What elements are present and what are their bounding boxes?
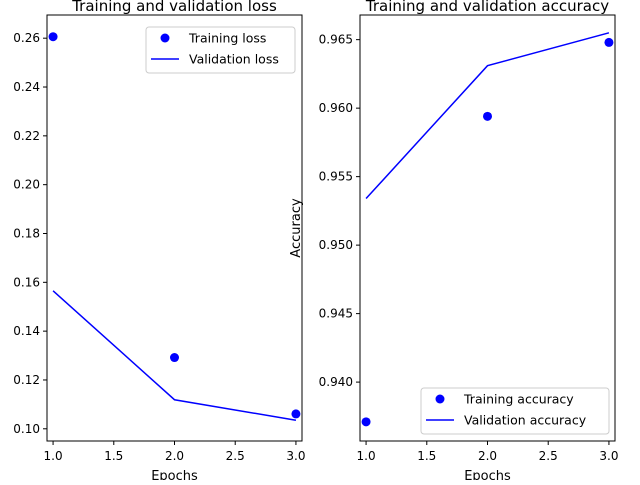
x-tick-label: 3.0: [599, 449, 618, 463]
y-tick-label: 0.24: [13, 80, 40, 94]
legend-point-swatch: [160, 33, 170, 43]
y-tick-label: 0.945: [319, 307, 353, 321]
y-tick-label: 0.18: [13, 226, 40, 240]
data-point: [361, 417, 371, 427]
series-line: [365, 32, 610, 200]
x-tick-label: 3.0: [286, 449, 305, 463]
y-tick-label: 0.26: [13, 31, 40, 45]
y-tick-label: 0.965: [319, 33, 353, 47]
legend-label: Training accuracy: [463, 392, 574, 407]
legend-box: [145, 26, 296, 74]
plot-frame: [359, 14, 616, 442]
data-point: [170, 353, 179, 363]
data-point: [48, 32, 58, 42]
y-tick-label: 0.14: [13, 324, 40, 338]
plot-frame: [46, 14, 303, 442]
y-tick-label: 0.950: [319, 238, 353, 252]
legend: Training loss Validation loss: [145, 26, 296, 74]
y-tick-label: 0.10: [13, 422, 40, 436]
x-tick-label: 1.0: [357, 449, 376, 463]
x-tick-label: 2.0: [478, 449, 497, 463]
data-point: [483, 111, 492, 121]
x-tick-label: 1.5: [104, 449, 123, 463]
data-point: [604, 37, 614, 47]
y-tick-label: 0.16: [13, 275, 40, 289]
y-axis-title: Accuracy: [289, 198, 304, 258]
legend-point-swatch: [435, 394, 445, 404]
y-tick-label: 0.940: [319, 375, 353, 389]
chart-2: Training and validation accuracy 1.0 1.5 2.…: [289, 0, 618, 484]
legend-box: [420, 387, 610, 435]
x-axis-title: Epochs: [464, 469, 511, 480]
x-tick-label: 2.5: [226, 449, 245, 463]
x-tick-label: 1.0: [44, 449, 63, 463]
chart-title: Training and validation loss: [71, 0, 277, 15]
chart-1: Training and validation loss 1.0 1.5 2.0 2.5…: [13, 0, 305, 484]
series-line: [52, 290, 297, 421]
legend: Training accuracy Validation accuracy: [420, 387, 610, 435]
x-tick-label: 2.0: [165, 449, 184, 463]
chart-title: Training and validation accuracy: [365, 0, 609, 15]
data-point: [291, 409, 301, 419]
y-tick-label: 0.960: [319, 101, 353, 115]
y-tick-label: 0.20: [13, 178, 40, 192]
legend-label: Validation loss: [189, 52, 279, 67]
x-tick-label: 2.5: [539, 449, 558, 463]
legend-label: Validation accuracy: [464, 413, 587, 428]
legend-label: Training loss: [188, 31, 266, 46]
y-tick-label: 0.22: [13, 129, 40, 143]
x-tick-label: 1.5: [417, 449, 436, 463]
y-tick-label: 0.12: [13, 373, 40, 387]
x-axis-title: Epochs: [151, 469, 198, 480]
y-tick-label: 0.955: [319, 170, 353, 184]
